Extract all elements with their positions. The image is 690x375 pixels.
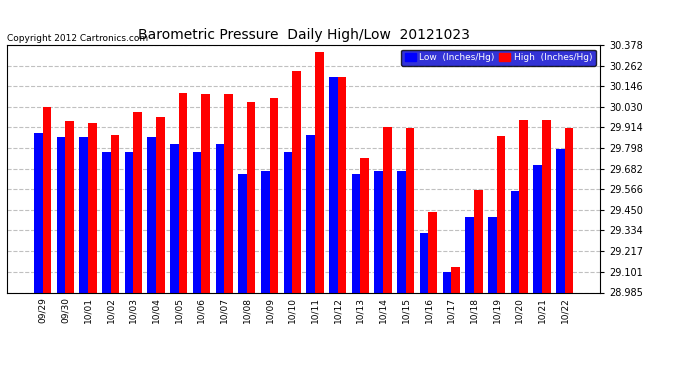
Bar: [497, 136, 505, 292]
Bar: [442, 272, 451, 292]
Bar: [270, 98, 278, 292]
Bar: [488, 217, 497, 292]
Bar: [352, 174, 360, 292]
Bar: [156, 117, 165, 292]
Bar: [360, 158, 369, 292]
Bar: [57, 136, 65, 292]
Bar: [337, 76, 346, 292]
Bar: [79, 136, 88, 292]
Bar: [465, 217, 474, 292]
Bar: [110, 135, 119, 292]
Bar: [451, 267, 460, 292]
Bar: [397, 171, 406, 292]
Title: Barometric Pressure  Daily High/Low  20121023: Barometric Pressure Daily High/Low 20121…: [138, 28, 469, 42]
Bar: [170, 144, 179, 292]
Bar: [65, 121, 74, 292]
Bar: [284, 152, 293, 292]
Bar: [215, 144, 224, 292]
Bar: [102, 152, 110, 292]
Bar: [247, 102, 255, 292]
Bar: [201, 94, 210, 292]
Bar: [564, 128, 573, 292]
Bar: [88, 123, 97, 292]
Bar: [34, 133, 43, 292]
Bar: [533, 165, 542, 292]
Bar: [520, 120, 528, 292]
Bar: [315, 52, 324, 292]
Bar: [179, 93, 188, 292]
Bar: [420, 233, 428, 292]
Bar: [511, 191, 520, 292]
Bar: [293, 71, 301, 292]
Bar: [133, 112, 142, 292]
Bar: [542, 120, 551, 292]
Bar: [193, 152, 201, 292]
Text: Copyright 2012 Cartronics.com: Copyright 2012 Cartronics.com: [7, 33, 148, 42]
Bar: [428, 211, 437, 292]
Bar: [261, 171, 270, 292]
Bar: [238, 174, 247, 292]
Legend: Low  (Inches/Hg), High  (Inches/Hg): Low (Inches/Hg), High (Inches/Hg): [402, 50, 595, 66]
Bar: [383, 127, 392, 292]
Bar: [375, 171, 383, 292]
Bar: [329, 76, 337, 292]
Bar: [556, 150, 564, 292]
Bar: [148, 137, 156, 292]
Bar: [43, 107, 51, 292]
Bar: [125, 152, 133, 292]
Bar: [224, 94, 233, 292]
Bar: [474, 190, 482, 292]
Bar: [406, 128, 415, 292]
Bar: [306, 135, 315, 292]
